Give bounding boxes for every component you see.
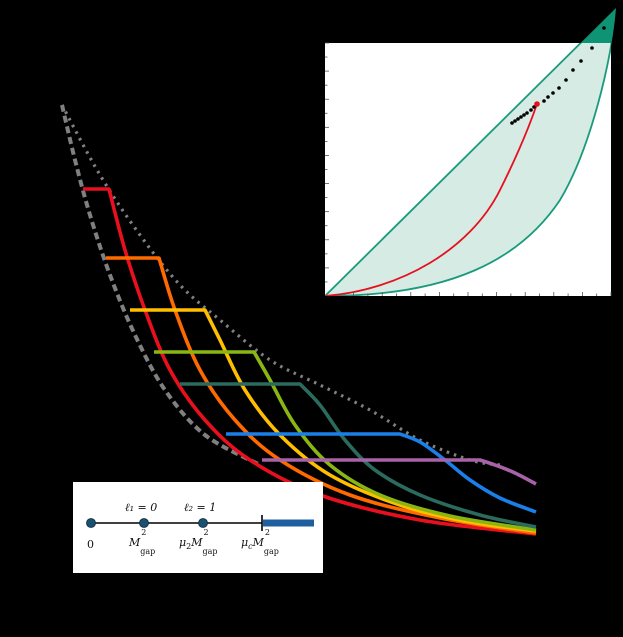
inset-red-point: [534, 101, 540, 107]
label-l2: ℓ₂ = 1: [184, 501, 217, 514]
curve-4-line: [154, 350, 537, 532]
inset-data-point: [542, 99, 546, 103]
label-mu2-mgap: μ2M 2 gap: [179, 528, 218, 557]
inset-data-point: [602, 26, 606, 30]
inset-data-point: [579, 59, 583, 63]
curve-2-line: [106, 256, 537, 535]
state-dot-0: [86, 518, 96, 528]
label-l1: ℓ₁ = 0: [125, 501, 158, 514]
inset-data-point: [529, 108, 533, 112]
spectrum-line: [86, 515, 314, 531]
inset-data-point: [546, 95, 550, 99]
inset-data-point: [571, 68, 575, 72]
inset-data-point: [525, 111, 529, 115]
inset-data-point: [519, 115, 523, 119]
inset-allowed-region: [325, 43, 611, 296]
label-mgap: M 2 gap: [129, 528, 156, 557]
spectrum-legend-inset: ℓ₁ = 0 ℓ₂ = 1 0 M 2 gap μ2M 2 gap μcM 2 gap: [73, 482, 323, 573]
inset-data-point: [510, 121, 514, 125]
state-dot-l2: [198, 518, 208, 528]
curve-7-line: [262, 458, 537, 486]
inset-plot: [325, 8, 616, 296]
curve-5-line: [180, 382, 537, 529]
inset-data-point: [532, 105, 536, 109]
inset-data-point: [522, 113, 526, 117]
inset-data-point: [513, 119, 517, 123]
inset-data-point: [516, 117, 520, 121]
curve-1-line: [83, 187, 537, 536]
label-zero: 0: [87, 538, 94, 551]
inset-data-point: [557, 86, 561, 90]
inset-data-point: [564, 78, 568, 82]
inset-red-curve: [325, 103, 538, 296]
lower-envelope: [60, 104, 261, 467]
continuum-bar: [263, 519, 314, 527]
curve-6-line: [226, 432, 537, 514]
inset-data-point: [590, 46, 594, 50]
state-dot-l1: [139, 518, 149, 528]
label-muc-mgap: μcM 2 gap: [241, 528, 279, 557]
inset-data-point: [551, 91, 555, 95]
main-plot: [60, 104, 537, 536]
